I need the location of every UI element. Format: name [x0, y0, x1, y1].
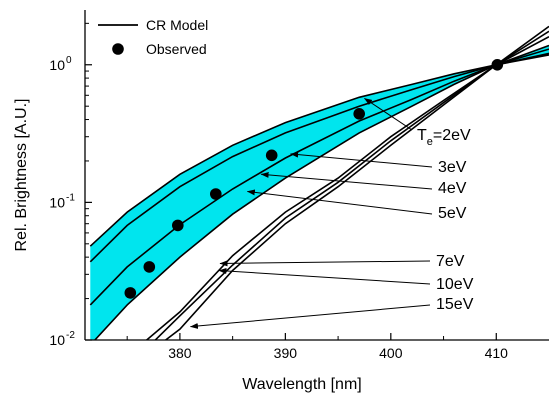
label-2eV: Te=2eV [417, 127, 471, 148]
arrow-5eV [246, 189, 433, 215]
x-tick-label: 390 [274, 345, 298, 361]
observed-point [353, 108, 366, 120]
y-tick-exponent: 0 [66, 55, 72, 66]
observed-point [143, 261, 156, 273]
y-tick-label: 10 [49, 194, 65, 210]
curve-5eV [93, 44, 549, 340]
legend: CR Model Observed [98, 17, 208, 57]
arrow-7eV [219, 260, 431, 267]
label-5eV: 5eV [438, 205, 467, 222]
arrow-10eV [218, 267, 431, 285]
observed-point [172, 219, 184, 232]
label-subscript: e [427, 136, 433, 148]
annotations: Te=2eV 3eV 4eV 5eV 7eV 10eV 15eV [189, 97, 474, 329]
cr-model-curves [89, 25, 549, 340]
curve-4eV [89, 48, 549, 306]
x-tick-label: 380 [168, 345, 192, 361]
curve-2eV [89, 54, 549, 247]
label-rest: =2eV [433, 127, 471, 144]
label-main: T [417, 127, 427, 144]
label-3eV: 3eV [438, 159, 467, 176]
label-4eV: 4eV [438, 180, 467, 197]
y-tick-exponent: -2 [66, 330, 75, 341]
x-tick-label: 400 [379, 345, 403, 361]
arrow-4eV [260, 171, 433, 190]
x-tick-label: 410 [485, 345, 509, 361]
legend-marker-swatch [112, 43, 124, 55]
observed-point [491, 59, 504, 71]
observed-point [124, 287, 137, 299]
te-band-area [90, 45, 549, 340]
y-tick-label: 10 [49, 332, 65, 348]
observed-points [124, 59, 504, 299]
curve-15eV [164, 25, 549, 340]
label-10eV: 10eV [436, 276, 474, 293]
legend-label: Observed [146, 41, 207, 57]
label-7eV: 7eV [436, 253, 465, 270]
label-15eV: 15eV [436, 296, 474, 313]
observed-point [265, 149, 278, 162]
arrow-15eV [189, 304, 431, 329]
y-tick-exponent: -1 [66, 192, 75, 203]
y-tick-label: 10 [49, 57, 65, 73]
x-axis-label: Wavelength [nm] [242, 376, 361, 393]
y-axis-label: Rel. Brightness [A.U.] [13, 99, 30, 252]
legend-label: CR Model [146, 17, 208, 33]
observed-point [210, 188, 222, 200]
arrow-2eV [364, 97, 413, 131]
arrow-3eV [290, 151, 433, 168]
curve-3eV [89, 52, 549, 263]
te-band [90, 45, 549, 340]
